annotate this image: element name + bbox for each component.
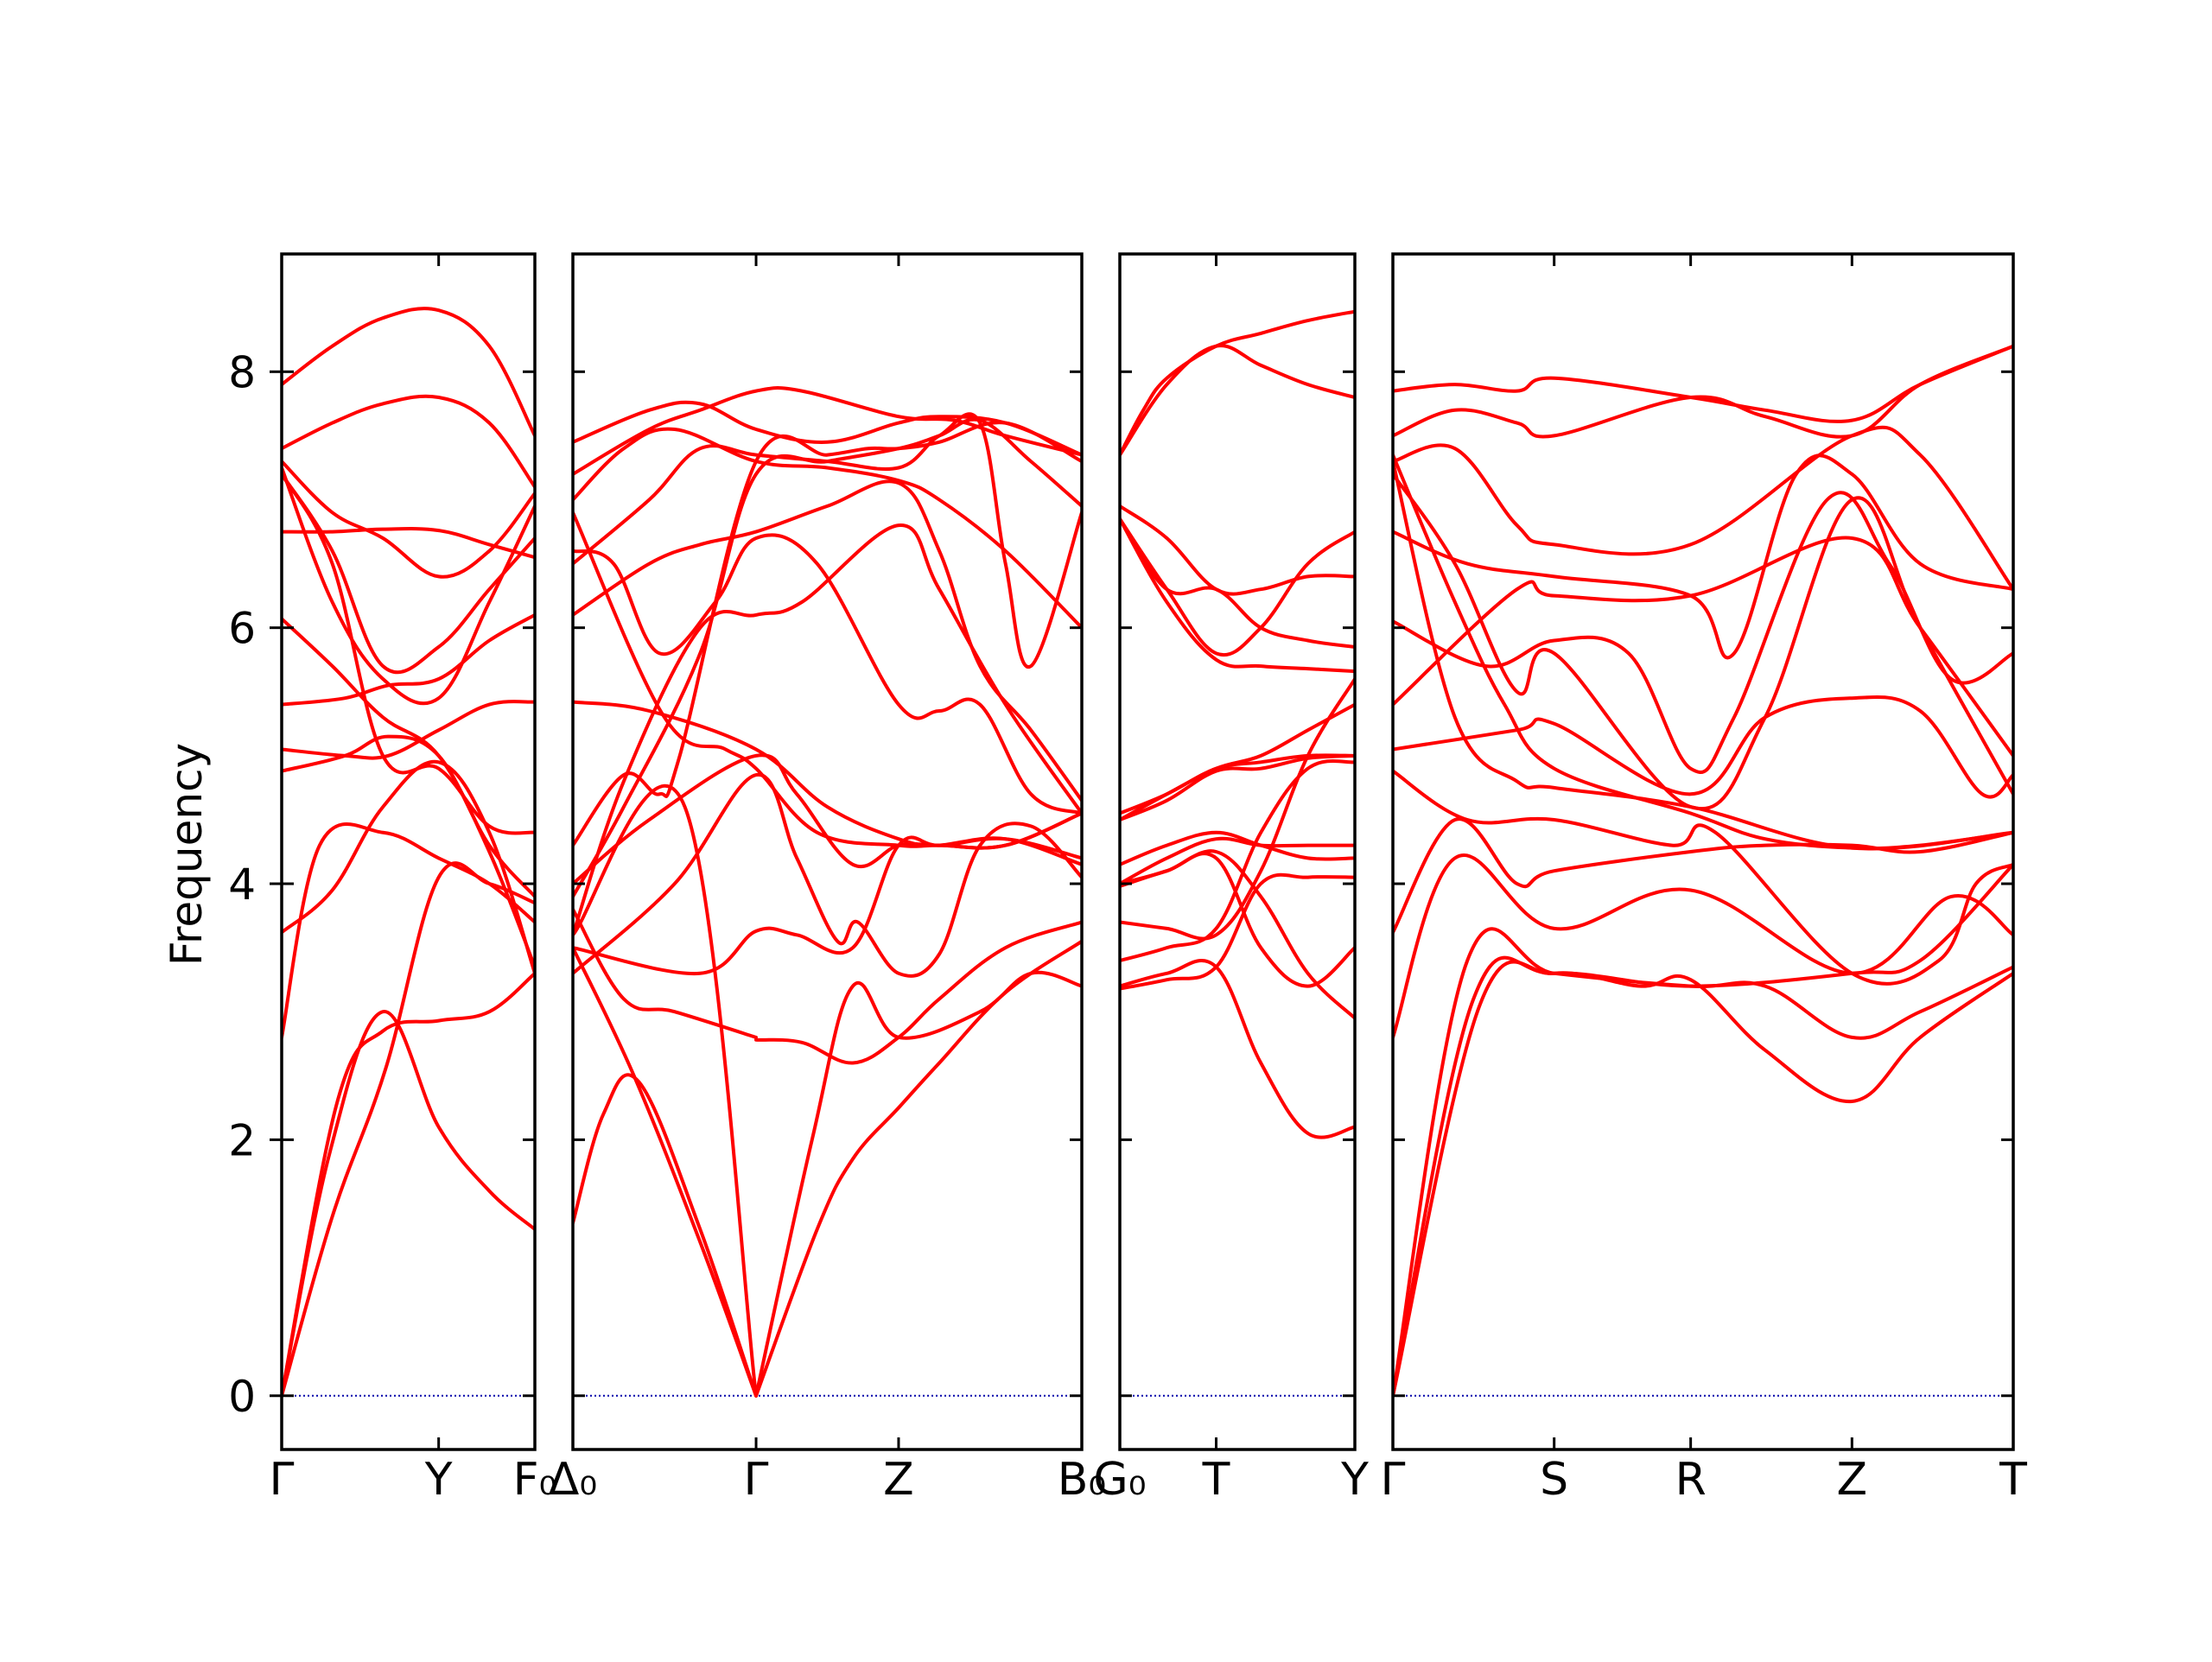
x-tick-label: Z <box>1837 1454 1868 1506</box>
x-tick-label: F₀ <box>513 1454 557 1506</box>
phonon-band-line <box>754 920 1082 1065</box>
phonon-band-line <box>573 784 758 1398</box>
phonon-band-line <box>282 1010 535 1398</box>
phonon-band-line <box>1393 472 2013 810</box>
x-tick-label: Y <box>1340 1454 1369 1506</box>
phonon-band-line <box>282 472 535 675</box>
phonon-band-line <box>1393 460 2013 851</box>
phonon-band-line <box>573 1073 758 1398</box>
phonon-band-line <box>573 835 1082 976</box>
panel-frame <box>1118 252 1357 1451</box>
phonon-band-line <box>1120 309 1355 457</box>
phonon-band-line <box>1393 862 2013 1398</box>
x-tick-label: Γ <box>744 1454 769 1506</box>
x-tick-label: Γ <box>1381 1454 1406 1506</box>
phonon-band-line <box>1120 753 1355 821</box>
y-axis-label: Frequency <box>162 743 212 966</box>
phonon-band-line <box>282 971 535 1398</box>
band-series-group <box>1393 344 2013 1398</box>
x-tick-label: T <box>1999 1454 2027 1506</box>
phonon-band-line <box>1393 453 2013 851</box>
phonon-band-line <box>573 400 1082 457</box>
band-series-group <box>1120 309 1355 1397</box>
phonon-band-line <box>1393 536 2013 758</box>
x-tick-label: B₀ <box>1058 1454 1107 1506</box>
phonon-band-line <box>282 612 535 707</box>
phonon-band-line <box>1393 817 2013 935</box>
phonon-band-line <box>1393 695 2013 799</box>
phonon-band-line <box>1393 769 2013 986</box>
phonon-band-line <box>573 427 1082 630</box>
phonon-band-line <box>1120 702 1355 821</box>
y-tick-label: 2 <box>228 1115 256 1165</box>
phonon-band-line <box>754 970 1082 1398</box>
phonon-band-line <box>573 479 1082 802</box>
phonon-band-line <box>1120 830 1355 866</box>
phonon-band-line <box>1393 927 2013 1398</box>
panel-frame <box>571 252 1084 1451</box>
phonon-band-line <box>573 386 1082 476</box>
x-tick-label: Y <box>424 1454 453 1506</box>
phonon-band-line <box>1120 758 1355 962</box>
phonon-band-line <box>1393 344 2013 439</box>
phonon-band-line <box>573 523 1082 937</box>
phonon-band-line <box>282 617 535 969</box>
phonon-band-line <box>573 412 1082 669</box>
band-series-group <box>282 307 535 1398</box>
phonon-band-line <box>1120 344 1355 457</box>
y-tick-label: 8 <box>228 347 256 397</box>
x-tick-label: Γ <box>270 1454 295 1506</box>
panel-frame <box>280 252 537 1451</box>
phonon-band-line <box>282 759 535 975</box>
phonon-band-line <box>282 307 535 438</box>
phonon-band-line <box>1120 872 1355 991</box>
panel-3: G₀ T Y <box>1093 252 1369 1506</box>
phonon-band-line <box>1120 836 1355 885</box>
phonon-band-line <box>1120 517 1355 649</box>
y-tick-label: 4 <box>228 860 256 910</box>
phonon-band-line <box>1120 517 1355 657</box>
phonon-band-line <box>573 533 1082 815</box>
phonon-band-line <box>1120 959 1355 1139</box>
phonon-band-line <box>1393 344 2013 423</box>
phonon-band-line <box>282 466 535 706</box>
phonon-band-line <box>754 939 1082 1398</box>
x-tick-label: G₀ <box>1093 1454 1146 1506</box>
phonon-band-line <box>282 394 535 489</box>
panel-1: 0 2 4 6 8 Γ Y F₀ <box>228 252 557 1506</box>
y-tick-label: 6 <box>228 604 256 654</box>
phonon-band-line <box>1120 504 1355 596</box>
phonon-band-line <box>282 861 535 1398</box>
x-tick-label: Δ₀ <box>549 1454 597 1506</box>
phonon-band-line <box>573 700 1082 860</box>
x-tick-label: R <box>1675 1454 1707 1506</box>
phonon-band-line <box>282 460 535 579</box>
band-series-group <box>573 386 1082 1398</box>
x-tick-label: T <box>1202 1454 1230 1506</box>
phonon-band-line <box>573 946 758 1398</box>
panel-frame <box>1391 252 2015 1451</box>
phonon-band-line <box>1393 853 2013 1039</box>
phonon-band-line <box>282 700 535 760</box>
phonon-band-line <box>573 907 758 1039</box>
phonon-band-line <box>1120 517 1355 674</box>
panel-2: Δ₀ Γ Z B₀ <box>549 252 1107 1506</box>
phonon-band-line <box>1393 425 2013 592</box>
phonon-band-line <box>573 753 1082 885</box>
phonon-band-line <box>1393 454 2013 660</box>
phonon-band-line <box>573 421 1082 847</box>
phonon-band-line <box>282 472 535 835</box>
phonon-band-line <box>1120 849 1355 1020</box>
y-tick-label: 0 <box>228 1372 256 1422</box>
x-tick-label: Z <box>883 1454 914 1506</box>
phonon-band-line <box>1393 960 2013 1398</box>
x-tick-label: S <box>1540 1454 1568 1506</box>
